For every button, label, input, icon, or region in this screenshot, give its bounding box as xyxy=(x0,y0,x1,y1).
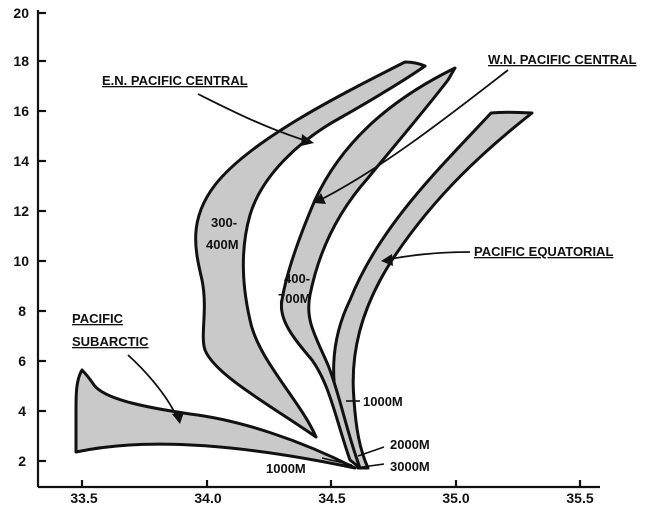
y-tick-label: 14 xyxy=(13,153,29,169)
leader-3000m xyxy=(361,463,385,468)
leader-pacific-equatorial xyxy=(384,251,471,261)
label-depth-400-700-b: 700M xyxy=(278,291,311,306)
label-wn-pacific-central: W.N. PACIFIC CENTRAL xyxy=(488,52,637,67)
x-tick-label: 34.5 xyxy=(318,490,345,506)
water-mass-bands xyxy=(74,60,534,470)
y-tick-label: 2 xyxy=(18,453,26,469)
x-axis: 33.5 34.0 34.5 35.0 35.5 xyxy=(70,480,594,506)
y-tick-label: 6 xyxy=(18,353,26,369)
y-tick-label: 16 xyxy=(13,103,29,119)
x-tick-label: 35.5 xyxy=(566,490,593,506)
arrowhead-icon xyxy=(172,412,184,424)
leader-wn-pacific-central xyxy=(317,69,509,202)
x-tick-label: 35.0 xyxy=(442,490,469,506)
band-en-pacific-central xyxy=(194,60,427,439)
y-tick-label: 4 xyxy=(18,403,26,419)
y-tick-label: 12 xyxy=(13,203,29,219)
y-tick-label: 8 xyxy=(18,303,26,319)
label-depth-400-700-a: 400- xyxy=(284,271,310,286)
leader-1000m-subarctic xyxy=(321,457,353,466)
y-axis: 2 4 6 8 10 12 14 16 18 20 xyxy=(13,5,46,469)
label-pacific-equatorial: PACIFIC EQUATORIAL xyxy=(474,244,613,259)
label-depth-300-400-a: 300- xyxy=(211,215,237,230)
arrowhead-icon xyxy=(301,134,314,146)
label-pacific-subarctic-line1: PACIFIC xyxy=(72,311,124,326)
label-depth-1000m-subarctic: 1000M xyxy=(266,461,306,476)
arrowhead-icon xyxy=(314,193,326,204)
y-tick-label: 20 xyxy=(13,5,29,21)
label-depth-3000m: 3000M xyxy=(390,459,430,474)
x-tick-label: 33.5 xyxy=(70,490,97,506)
leaders xyxy=(127,69,509,468)
axes xyxy=(36,10,600,489)
band-pacific-equatorial xyxy=(332,110,534,470)
label-depth-1000m-equatorial: 1000M xyxy=(363,394,403,409)
x-tick-label: 34.0 xyxy=(194,490,221,506)
y-tick-label: 10 xyxy=(13,253,29,269)
label-depth-2000m: 2000M xyxy=(390,437,430,452)
band-pacific-subarctic xyxy=(74,368,357,470)
band-wn-pacific-central xyxy=(279,66,457,470)
label-depth-300-400-b: 400M xyxy=(206,237,239,252)
arrowhead-icon xyxy=(381,254,393,266)
label-en-pacific-central: E.N. PACIFIC CENTRAL xyxy=(102,73,248,88)
leader-en-pacific-central xyxy=(197,93,311,143)
annotations: E.N. PACIFIC CENTRAL W.N. PACIFIC CENTRA… xyxy=(72,52,637,476)
y-tick-label: 18 xyxy=(13,53,29,69)
leader-2000m xyxy=(357,446,385,457)
label-pacific-subarctic-line2: SUBARCTIC xyxy=(72,334,149,349)
